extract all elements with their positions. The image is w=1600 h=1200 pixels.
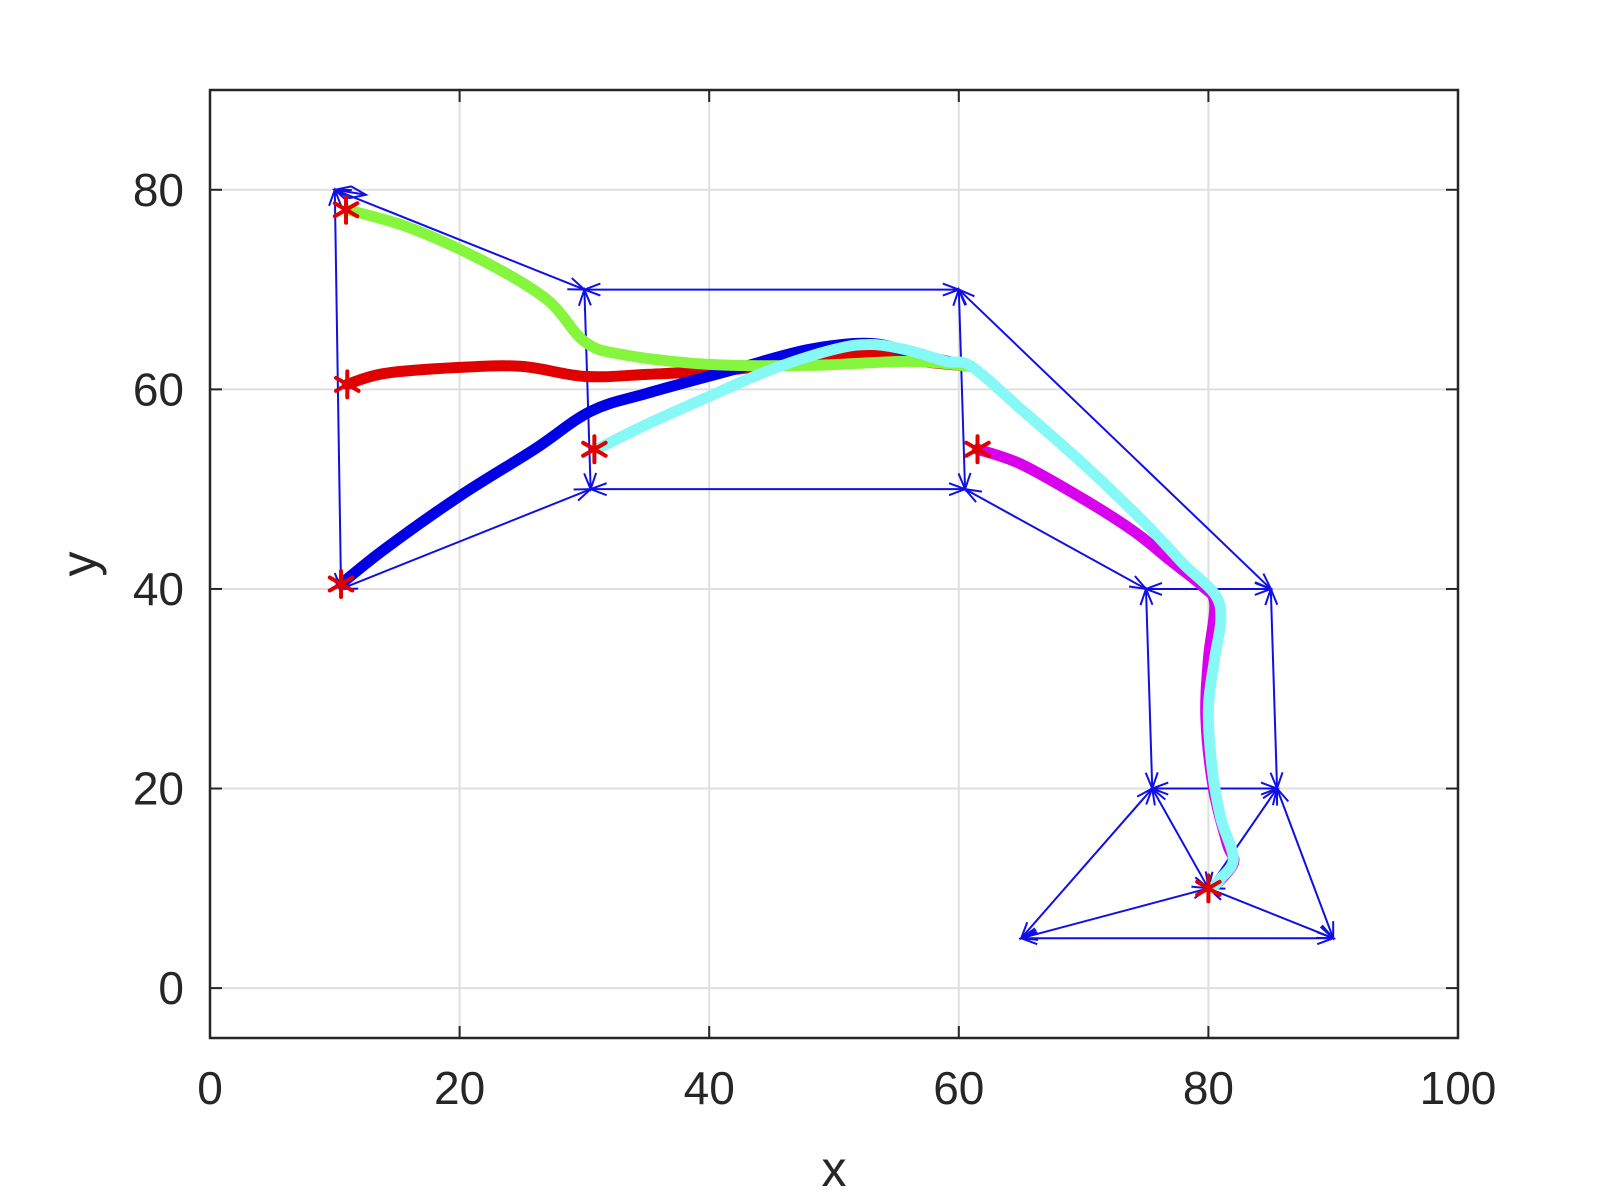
series-line-5	[591, 338, 1239, 894]
arrowhead	[581, 282, 601, 297]
arrowhead	[1018, 927, 1039, 941]
asterisk-stroke	[581, 440, 608, 458]
series-line-4	[972, 443, 1240, 894]
y-tick-label: 80	[133, 164, 184, 216]
y-tick-label: 60	[133, 363, 184, 415]
asterisk-marker	[327, 568, 355, 599]
x-tick-label: 40	[684, 1062, 735, 1114]
arrowhead	[1316, 925, 1336, 940]
asterisk-marker	[332, 194, 360, 225]
network-edge	[1208, 887, 1334, 940]
y-tick-label: 0	[158, 962, 184, 1014]
x-tick-label: 60	[933, 1062, 984, 1114]
network-edge	[1151, 788, 1210, 889]
network-edge	[1269, 588, 1279, 789]
asterisk-stroke	[334, 375, 361, 393]
network-edge	[583, 289, 592, 490]
network-edge	[1145, 588, 1154, 789]
series-line-1	[341, 347, 977, 390]
network-edge	[1020, 887, 1209, 940]
arrowhead	[1136, 786, 1155, 805]
arrowhead	[1128, 575, 1149, 591]
point-markers	[327, 194, 1222, 904]
network-edge	[1276, 788, 1335, 939]
x-tick-label: 0	[197, 1062, 223, 1114]
arrowhead	[1276, 785, 1290, 806]
network-edge	[1020, 787, 1153, 939]
x-tick-label: 80	[1183, 1062, 1234, 1114]
y-tick-label: 20	[133, 763, 184, 815]
asterisk-marker	[581, 434, 608, 465]
network-edge	[334, 188, 585, 291]
series-lines	[335, 204, 1240, 894]
arrowhead	[1264, 586, 1279, 606]
y-tick-label: 40	[133, 563, 184, 615]
asterisk-marker	[334, 369, 361, 400]
series-line-3	[341, 204, 977, 372]
asterisk-marker	[1195, 873, 1222, 904]
network-edge	[958, 288, 1272, 590]
asterisk-stroke	[1195, 879, 1222, 897]
arrowhead	[1139, 586, 1154, 606]
network-edge	[964, 488, 1147, 590]
asterisk-marker	[964, 434, 991, 465]
x-tick-label: 20	[434, 1062, 485, 1114]
x-axis-label: x	[822, 1141, 847, 1197]
grid	[210, 90, 1458, 1038]
arrowhead	[328, 186, 342, 207]
arrow-network	[328, 185, 1337, 946]
plot-frame	[208, 88, 1460, 1040]
network-edge	[957, 289, 967, 490]
asterisk-stroke	[327, 575, 355, 593]
arrowhead	[587, 482, 607, 497]
asterisk-stroke	[332, 201, 360, 219]
axes: 0 20 40 60 80 100 0 20 40 60 80	[133, 88, 1497, 1114]
arrowhead	[962, 487, 983, 503]
x-tick-label: 100	[1420, 1062, 1497, 1114]
arrowhead	[956, 287, 975, 306]
asterisk-stroke	[964, 440, 991, 458]
network-edge	[340, 488, 592, 590]
y-axis-label: y	[51, 552, 107, 577]
